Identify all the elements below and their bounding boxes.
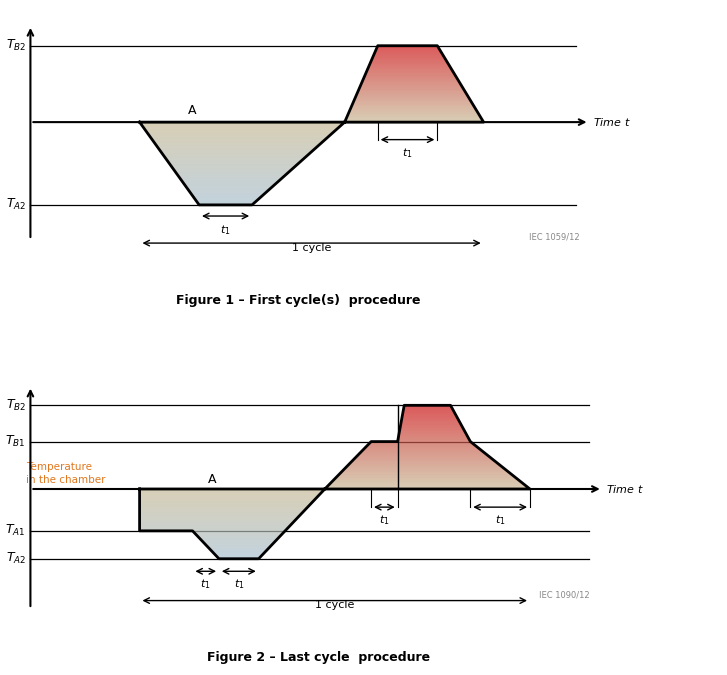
Text: $t_1$: $t_1$ (379, 513, 390, 526)
Text: $T_{A2}$: $T_{A2}$ (6, 197, 25, 213)
Text: 1 cycle: 1 cycle (292, 243, 332, 253)
Text: $t_1$: $t_1$ (495, 513, 505, 526)
Text: $t_1$: $t_1$ (201, 577, 211, 591)
Text: $t_1$: $t_1$ (402, 146, 413, 161)
Text: Figure 1 – First cycle(s)  procedure: Figure 1 – First cycle(s) procedure (176, 294, 421, 307)
Text: IEC 1059/12: IEC 1059/12 (529, 233, 579, 242)
Text: 1 cycle: 1 cycle (315, 599, 355, 610)
Text: Time $t$: Time $t$ (606, 483, 644, 495)
Text: $T_{B2}$: $T_{B2}$ (6, 38, 25, 53)
Text: A: A (188, 104, 197, 117)
Text: Time $t$: Time $t$ (593, 116, 630, 128)
Text: Temperature
in the chamber: Temperature in the chamber (25, 462, 105, 485)
Text: $T_{B2}$: $T_{B2}$ (6, 398, 25, 413)
Text: Figure 2 – Last cycle  procedure: Figure 2 – Last cycle procedure (206, 651, 430, 664)
Text: $t_1$: $t_1$ (233, 577, 244, 591)
Text: $T_{A1}$: $T_{A1}$ (5, 523, 25, 539)
Text: $T_{A2}$: $T_{A2}$ (6, 551, 25, 566)
Text: IEC 1090/12: IEC 1090/12 (539, 591, 590, 600)
Text: $T_{B1}$: $T_{B1}$ (5, 434, 25, 449)
Text: A: A (208, 473, 217, 487)
Text: $t_1$: $t_1$ (220, 223, 231, 237)
